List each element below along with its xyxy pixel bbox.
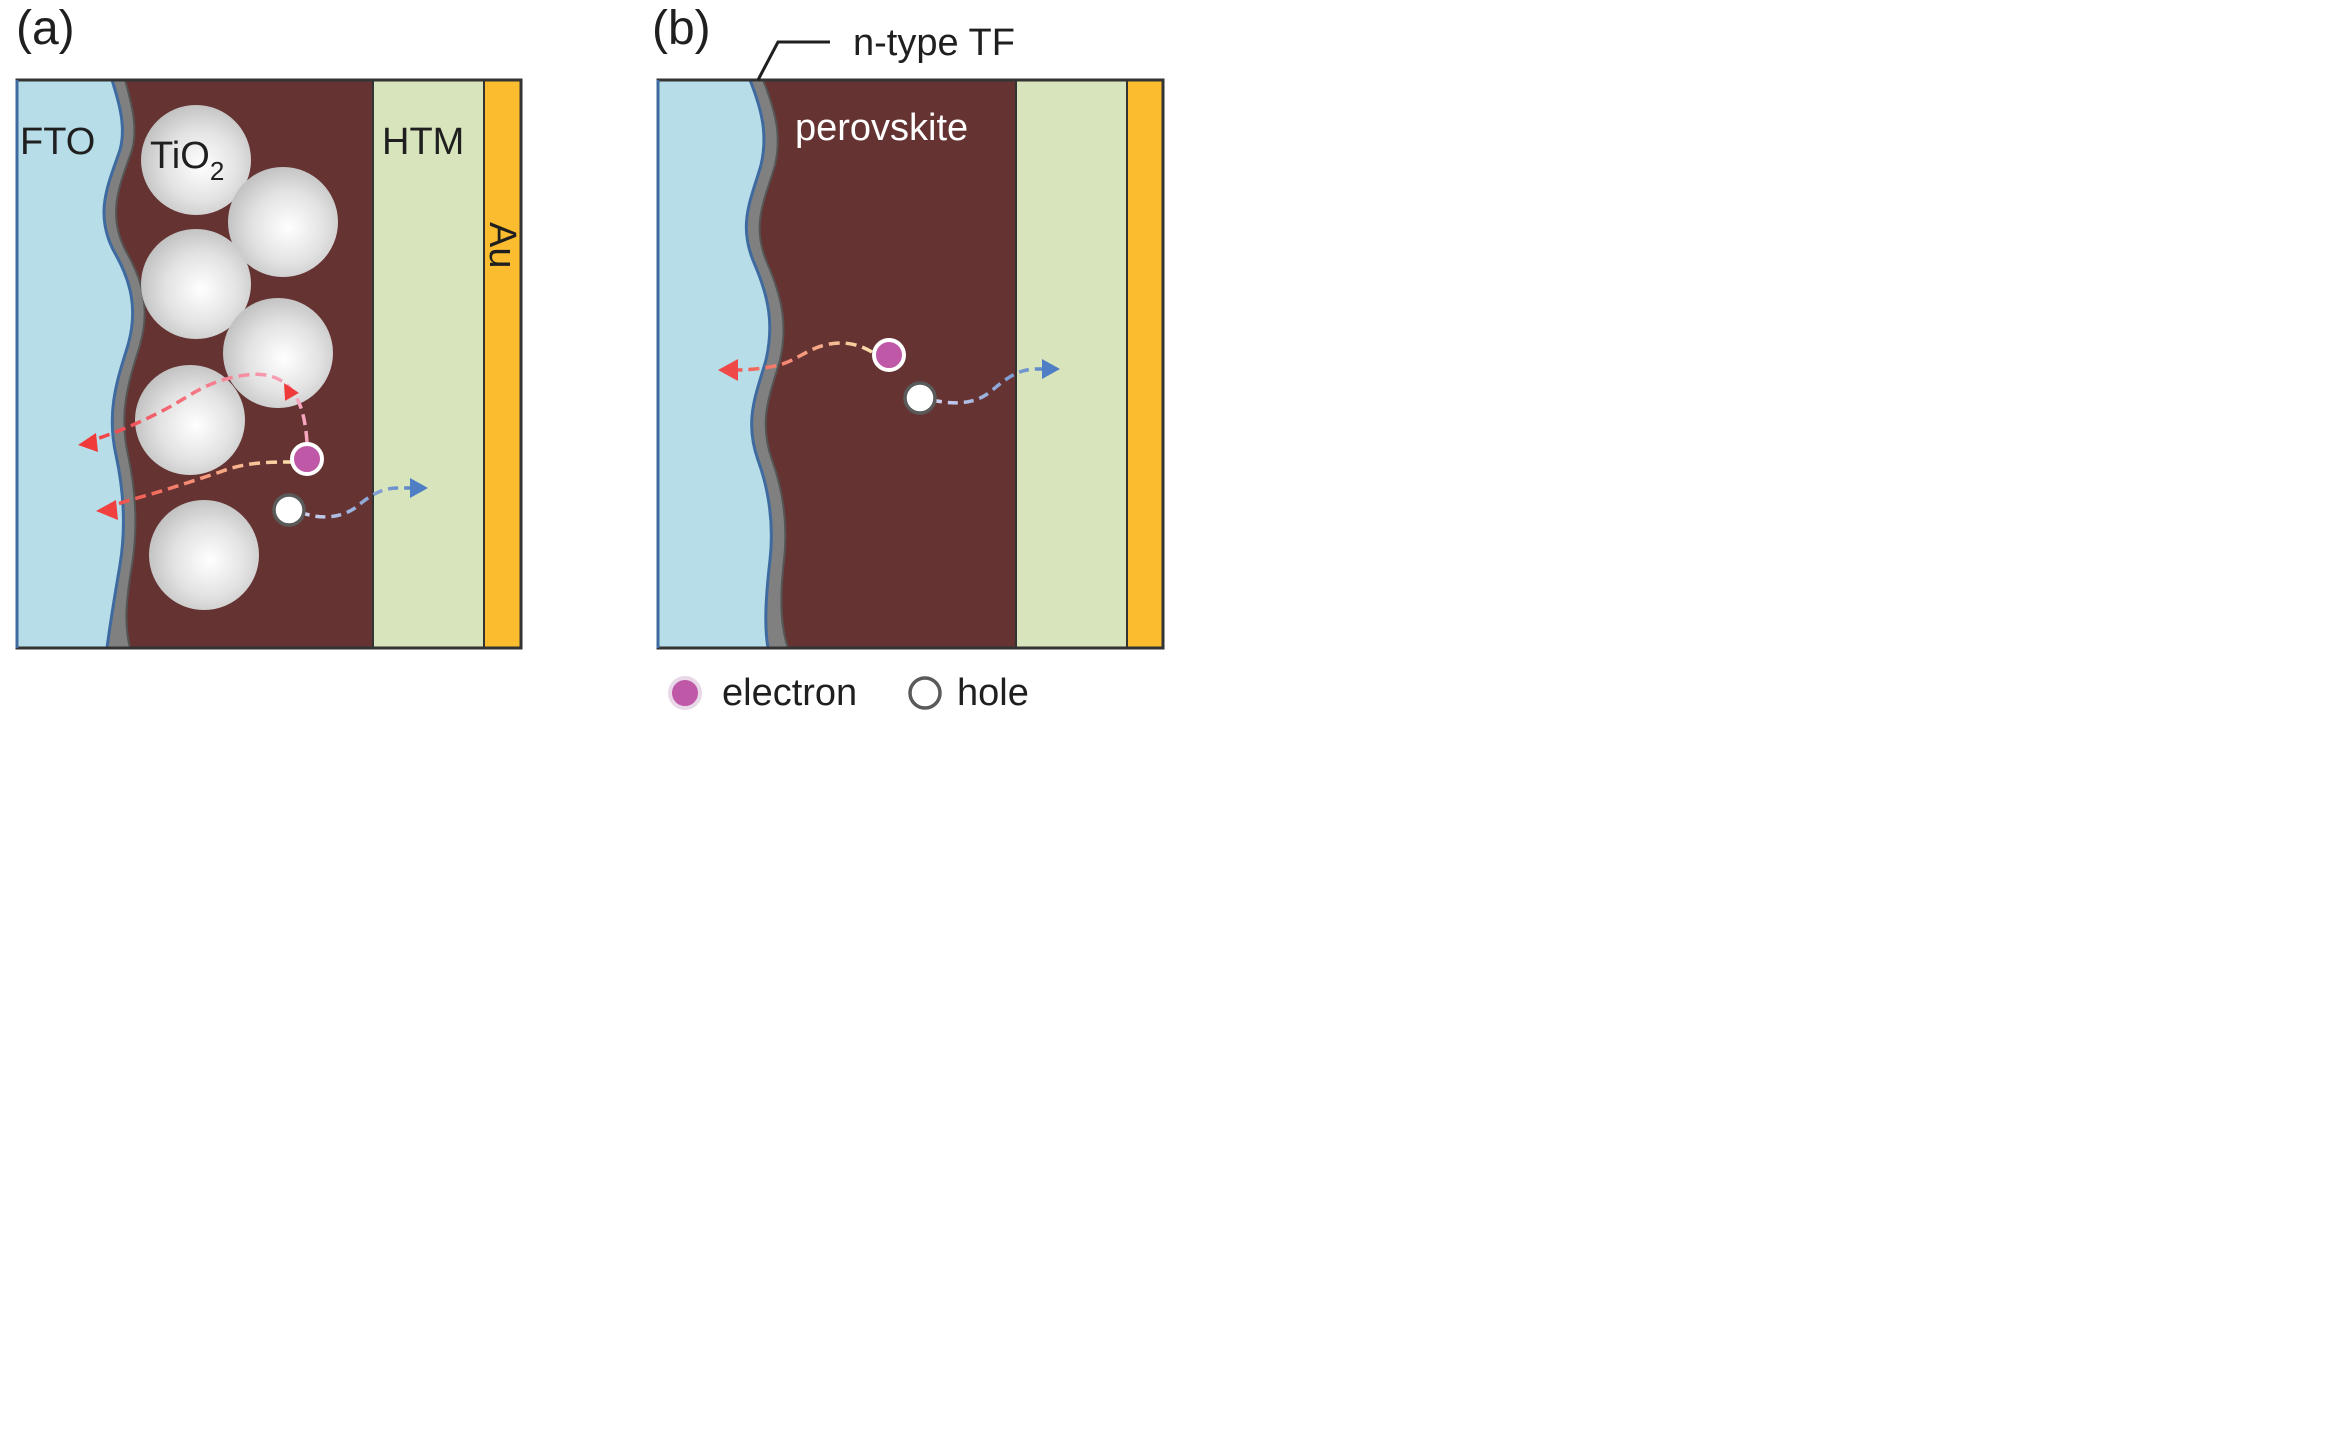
arrowhead-electron-b (718, 359, 738, 381)
au-layer-b (1127, 80, 1163, 648)
legend: electron hole (668, 672, 1029, 714)
panel-a: (a) FTO TiO2 HTM Au (15, 2, 523, 650)
panel-b: (b) n-type TF perovskite (652, 2, 1165, 650)
tio2-interface-a (115, 79, 146, 649)
tio2-particle (228, 167, 338, 277)
htm-label: HTM (382, 121, 464, 163)
n-type-tf-label: n-type TF (853, 22, 1015, 64)
hole-path-b (931, 367, 1044, 405)
au-layer-a (484, 80, 521, 648)
legend-hole-label: hole (957, 672, 1029, 714)
electron-path-a-upper (83, 372, 309, 445)
tio2-particle (135, 365, 245, 475)
hole-path-a (299, 486, 412, 519)
tio2-particle (149, 500, 259, 610)
electron-path-b (733, 341, 873, 372)
legend-electron-swatch (668, 676, 702, 710)
hole-b (903, 381, 937, 415)
thin-film-interface-b (758, 79, 789, 649)
legend-hole-swatch (908, 676, 942, 710)
legend-electron-label: electron (722, 672, 857, 714)
arrowhead-electron-a-1 (78, 433, 98, 452)
arrowhead-electron-a-3 (96, 500, 118, 520)
fto-interface-b (744, 79, 773, 649)
perovskite-label: perovskite (795, 107, 968, 149)
tio2-label: TiO2 (150, 135, 224, 186)
arrowhead-electron-a-2 (284, 383, 299, 401)
tio2-particle (141, 229, 251, 339)
fto-layer-b (658, 80, 772, 648)
tio2-particle (223, 298, 333, 408)
electron-path-a-lower (103, 460, 295, 511)
panel-b-tag: (b) (652, 2, 711, 55)
electron-b (872, 338, 906, 372)
htm-layer-b (1016, 80, 1127, 648)
arrowhead-hole-b (1042, 359, 1060, 379)
htm-layer-a (373, 80, 484, 648)
tio2-particle (141, 105, 251, 215)
fto-label: FTO (20, 121, 95, 163)
n-type-tf-leader-line (756, 40, 830, 81)
au-label: Au (481, 222, 523, 268)
arrowhead-hole-a (410, 478, 428, 498)
fto-interface-a (102, 79, 135, 649)
hole-a (272, 493, 306, 527)
electron-a (290, 442, 324, 476)
panel-a-tag: (a) (16, 2, 75, 55)
